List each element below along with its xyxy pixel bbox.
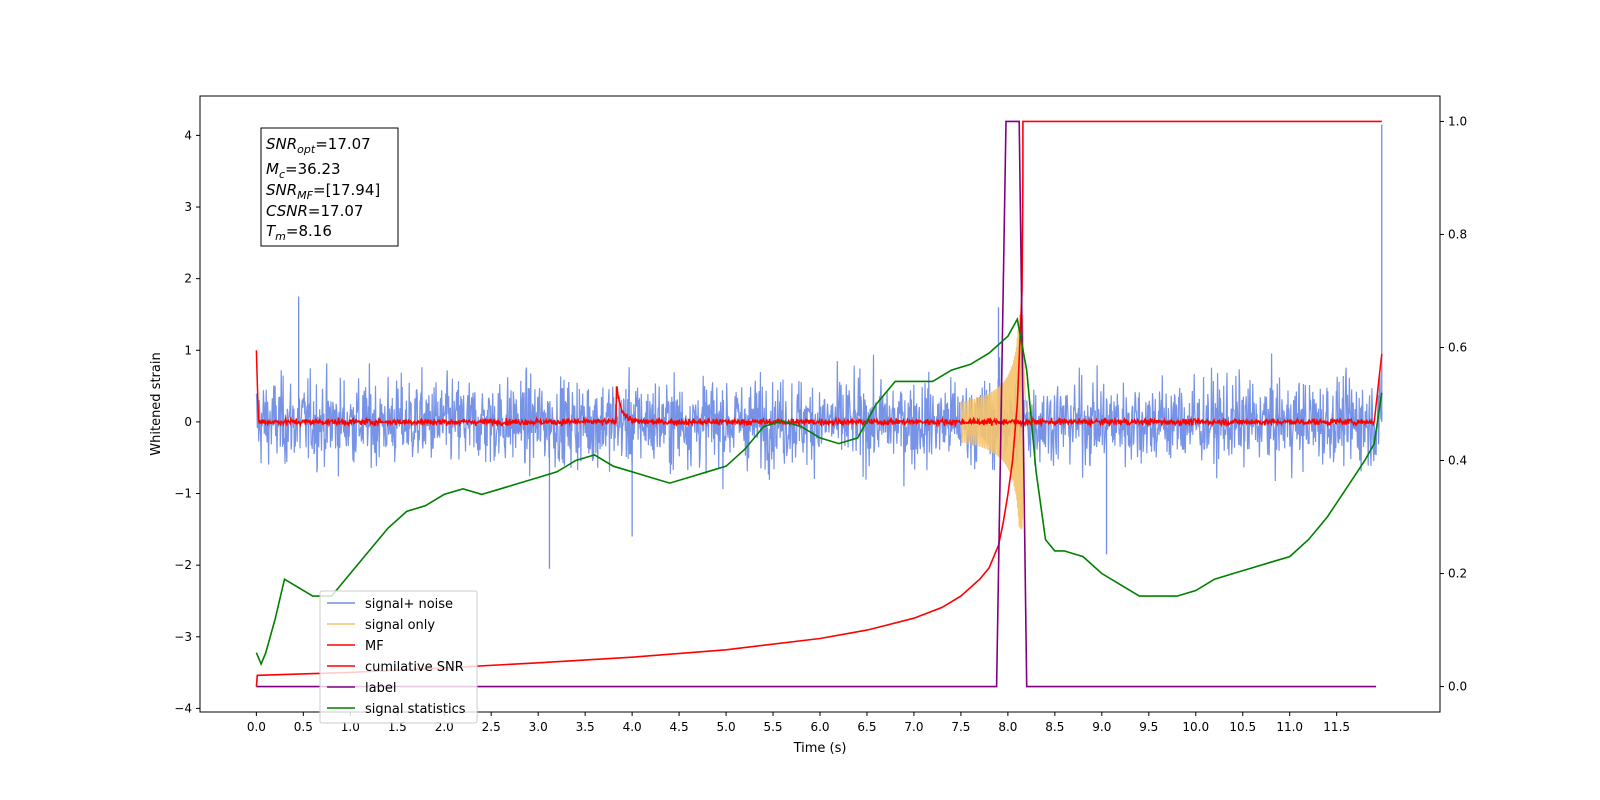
legend-frame	[319, 590, 478, 724]
y2-tick-label: 0.8	[1448, 227, 1467, 241]
y2-tick-label: 0.2	[1448, 567, 1467, 581]
annotation-line-snr-opt: SNRopt=17.07	[266, 135, 371, 156]
legend-label-mf: MF	[365, 639, 384, 654]
x-tick-label: 3.0	[529, 720, 548, 734]
y-axis-label: Whitened strain	[149, 352, 164, 455]
legend-label-signal-statistics: signal statistics	[365, 702, 466, 717]
y2-tick-label: 0.4	[1448, 454, 1467, 468]
x-tick-label: 11.5	[1323, 720, 1350, 734]
x-tick-label: 5.0	[717, 720, 736, 734]
legend-label-signal-noise: signal+ noise	[365, 597, 453, 612]
x-tick-label: 9.5	[1139, 720, 1158, 734]
series-signal-statistics-line	[255, 316, 1383, 667]
y-tick-label: −4	[174, 701, 192, 715]
x-tick-label: 8.0	[998, 720, 1017, 734]
annotation-line-tm: Tm=8.16	[266, 222, 332, 243]
series-signal-only-line	[960, 314, 1028, 530]
y-tick-label: 2	[184, 272, 192, 286]
y-tick-label: −2	[174, 558, 192, 572]
x-tick-label: 4.0	[623, 720, 642, 734]
legend-label-cumulative-snr: cumilative SNR	[365, 660, 464, 675]
annotation-frame	[260, 127, 399, 247]
x-axis-label: Time (s)	[793, 741, 847, 756]
x-tick-label: 10.5	[1229, 720, 1256, 734]
x-tick-label: 3.5	[576, 720, 595, 734]
annotation-line-csnr: CSNR=17.07	[266, 202, 363, 220]
legend: signal+ noise signal only MF cumilative …	[319, 590, 478, 724]
x-tick-label: 5.5	[763, 720, 782, 734]
y2-tick-label: 1.0	[1448, 114, 1467, 128]
x-tick-label: 6.5	[857, 720, 876, 734]
y-tick-label: 1	[184, 343, 192, 357]
y2-tick-label: 0.0	[1448, 680, 1467, 694]
x-tick-label: 6.0	[810, 720, 829, 734]
x-tick-label: 10.0	[1182, 720, 1209, 734]
x-tick-label: 0.5	[294, 720, 313, 734]
x-tick-label: 8.5	[1045, 720, 1064, 734]
series-mf-line	[255, 350, 1383, 429]
x-tick-label: 7.5	[951, 720, 970, 734]
annotation-line-snr-mf: SNRMF=[17.94]	[266, 181, 380, 202]
y-tick-label: −3	[174, 630, 192, 644]
series-label-line	[256, 120, 1377, 688]
x-tick-label: 0.0	[247, 720, 266, 734]
series-signal-noise-line	[255, 353, 1383, 490]
annotation-box: SNRopt=17.07 Mc=36.23 SNRMF=[17.94] CSNR…	[260, 127, 399, 247]
legend-label-label: label	[365, 681, 396, 696]
x-tick-label: 11.0	[1276, 720, 1303, 734]
y-tick-label: 3	[184, 200, 192, 214]
x-tick-label: 4.5	[670, 720, 689, 734]
y-tick-label: −1	[174, 487, 192, 501]
y-tick-label: 4	[184, 128, 192, 142]
annotation-line-mc: Mc=36.23	[266, 160, 341, 181]
y-tick-label: 0	[184, 415, 192, 429]
x-tick-label: 7.0	[904, 720, 923, 734]
legend-label-signal-only: signal only	[365, 618, 435, 633]
y2-tick-label: 0.6	[1448, 340, 1467, 354]
x-tick-label: 2.5	[482, 720, 501, 734]
x-tick-label: 9.0	[1092, 720, 1111, 734]
